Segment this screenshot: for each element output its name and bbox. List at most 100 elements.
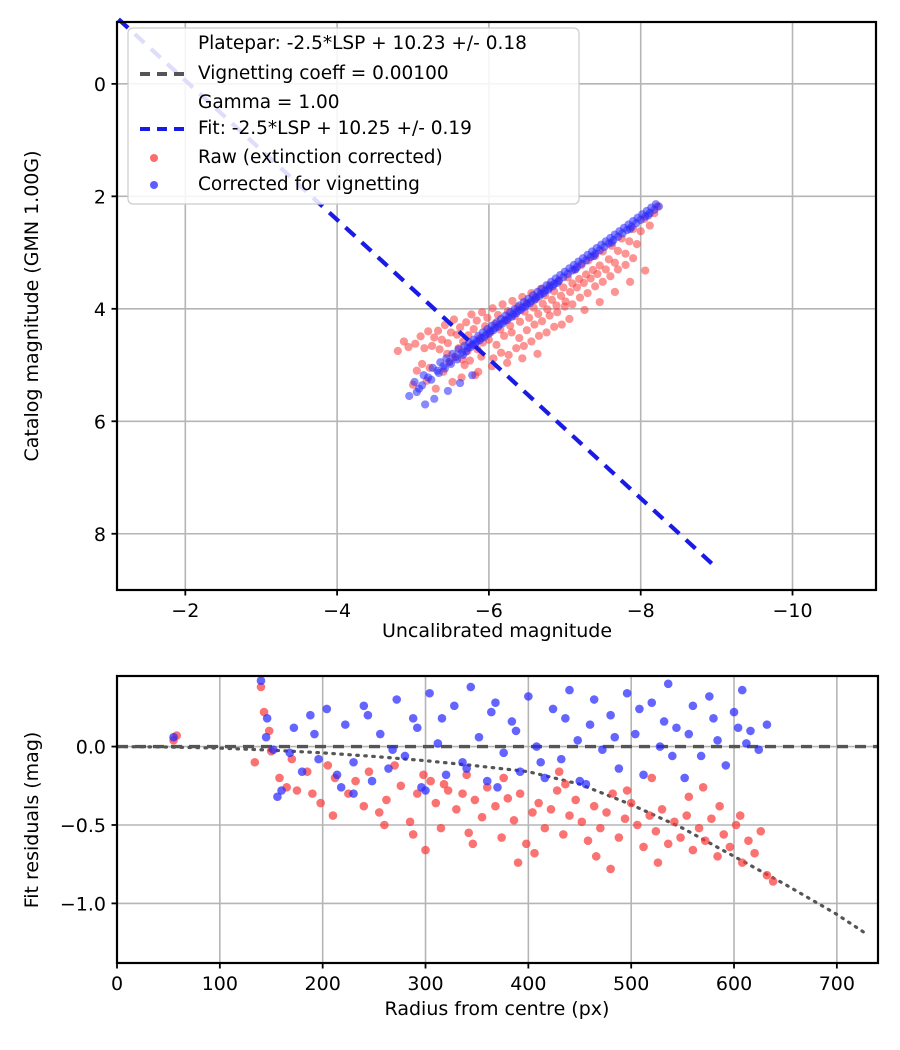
scatter-point (443, 339, 453, 348)
residual-point (602, 808, 611, 817)
scatter-point (508, 296, 517, 306)
scatter-point (393, 346, 402, 356)
scatter-point (586, 274, 595, 283)
residual-point (534, 798, 543, 808)
residual-point (482, 783, 492, 792)
x-tick-label: 400 (510, 973, 546, 995)
residual-point (524, 692, 533, 701)
residual-point (577, 817, 587, 827)
residual-point (647, 698, 657, 707)
scatter-point (512, 344, 521, 353)
scatter-point (421, 400, 430, 409)
scatter-point (404, 342, 413, 352)
scatter-point (455, 323, 465, 332)
residual-point (668, 751, 677, 761)
residual-point (762, 720, 772, 729)
scatter-point (448, 377, 457, 387)
residual-point (657, 805, 667, 814)
scatter-point (435, 345, 444, 354)
residual-point (554, 767, 564, 776)
y-tick-label: −1.0 (60, 893, 106, 915)
residual-point (622, 688, 632, 698)
residual-point (639, 770, 648, 780)
scatter-point (641, 266, 650, 275)
residual-point (684, 792, 694, 802)
y-tick-label: 0 (94, 74, 106, 96)
residual-point (540, 823, 550, 833)
residual-point (441, 770, 451, 780)
residual-point (515, 789, 525, 798)
residual-point (323, 761, 333, 770)
residual-point (462, 770, 471, 780)
residual-point (754, 745, 764, 755)
scatter-point (474, 367, 483, 376)
scatter-point (468, 371, 477, 380)
residual-point (256, 676, 266, 685)
residual-point (297, 767, 307, 776)
scatter-point (604, 255, 613, 264)
x-tick-label: −2 (171, 600, 199, 622)
top-panel-x-axis-label: Uncalibrated magnitude (382, 620, 612, 642)
x-tick-label: −10 (772, 600, 812, 622)
x-tick-label: 300 (407, 973, 443, 995)
residual-point (719, 830, 729, 839)
scatter-point (488, 304, 497, 313)
residual-point (528, 808, 537, 817)
scatter-point (434, 368, 443, 378)
scatter-point (399, 337, 408, 346)
residual-point (351, 776, 360, 786)
scatter-point (504, 350, 513, 360)
residual-point (676, 833, 685, 842)
scatter-point (537, 317, 547, 326)
residual-point (530, 848, 539, 858)
x-tick-label: 0 (111, 973, 123, 995)
y-tick-label: 2 (94, 186, 106, 208)
scatter-point (559, 283, 568, 292)
scatter-point (543, 305, 552, 314)
bottom-panel-scatter-points (169, 676, 778, 886)
residual-point (375, 729, 385, 739)
scatter-point (572, 283, 582, 292)
scatter-point (427, 341, 437, 351)
residual-point (374, 808, 384, 817)
residual-point (511, 726, 521, 736)
scatter-point (636, 227, 645, 236)
x-tick-label: −8 (627, 600, 655, 622)
legend-label: Raw (extinction corrected) (198, 147, 443, 168)
y-tick-label: 8 (94, 524, 106, 546)
residual-point (688, 701, 698, 711)
residual-point (275, 773, 284, 783)
scatter-point (593, 269, 602, 279)
residual-point (493, 783, 502, 792)
residual-point (655, 742, 665, 751)
residual-point (614, 764, 624, 773)
residual-point (556, 754, 566, 764)
residual-point (548, 704, 558, 714)
residual-point (497, 833, 506, 842)
residual-point (731, 820, 741, 830)
scatter-point (465, 356, 475, 365)
scatter-point (565, 314, 574, 324)
scatter-point (580, 305, 589, 315)
residual-point (285, 748, 295, 758)
scatter-point (625, 224, 635, 234)
scatter-point (598, 277, 607, 286)
residual-point (559, 830, 568, 839)
scatter-point (469, 324, 478, 334)
scatter-point (534, 309, 543, 318)
residual-point (672, 723, 681, 733)
residual-point (725, 842, 735, 852)
bottom-panel-y-axis-label: Fit residuals (mag) (21, 732, 43, 909)
residual-point (707, 814, 716, 824)
residual-point (412, 789, 422, 798)
scatter-point (515, 333, 524, 343)
legend-box[interactable]: Platepar: -2.5*LSP + 10.23 +/- 0.18 Vigne… (127, 27, 580, 205)
scatter-point (489, 354, 498, 363)
residual-point (688, 845, 698, 855)
bottom-panel-frame (115, 674, 880, 965)
residual-point (705, 692, 714, 701)
residual-point (631, 729, 640, 739)
residual-point (292, 786, 302, 795)
residual-point (635, 704, 644, 714)
scatter-point (411, 339, 420, 348)
